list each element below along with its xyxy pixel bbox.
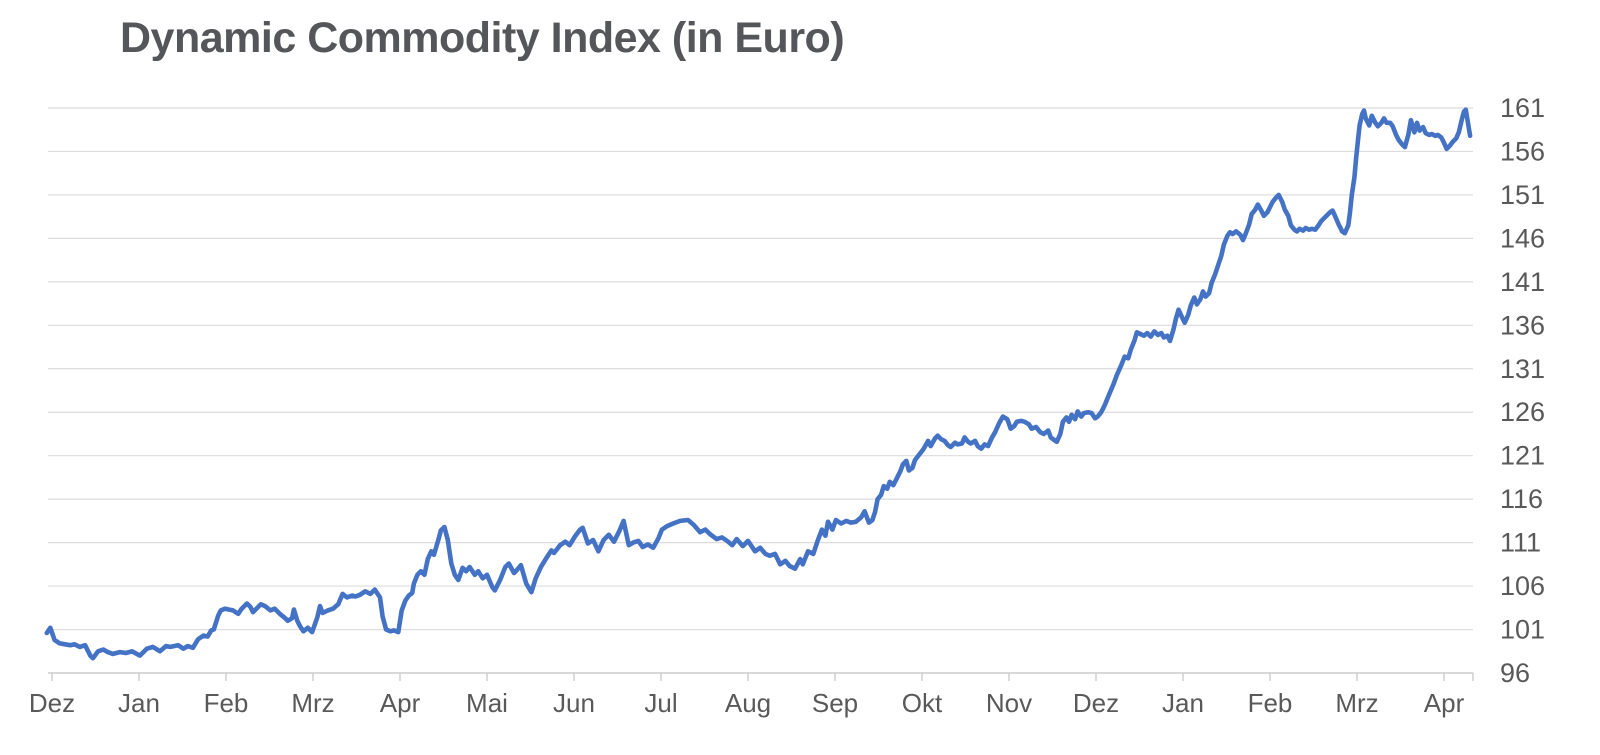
x-axis-label: Jan <box>1162 688 1204 718</box>
x-axis-label: Dez <box>1073 688 1119 718</box>
x-axis-label: Apr <box>380 688 421 718</box>
y-axis-label: 126 <box>1500 397 1545 427</box>
x-axis-label: Feb <box>204 688 249 718</box>
y-axis-label: 136 <box>1500 310 1545 340</box>
x-axis-label: Jan <box>118 688 160 718</box>
y-axis-label: 161 <box>1500 93 1545 123</box>
y-axis-label: 131 <box>1500 354 1545 384</box>
y-axis-label: 111 <box>1500 528 1541 558</box>
x-axis-label: Sep <box>812 688 858 718</box>
x-axis-label: Jun <box>553 688 595 718</box>
chart-title: Dynamic Commodity Index (in Euro) <box>120 14 845 62</box>
x-axis-label: Nov <box>986 688 1032 718</box>
x-axis-label: Dez <box>29 688 75 718</box>
y-axis-label: 116 <box>1500 484 1543 514</box>
y-axis-label: 146 <box>1500 223 1545 253</box>
x-axis-label: Apr <box>1424 688 1465 718</box>
y-axis-label: 101 <box>1500 615 1545 645</box>
y-axis-label: 96 <box>1500 658 1530 688</box>
x-axis-label: Feb <box>1248 688 1293 718</box>
x-axis-label: Jul <box>644 688 677 718</box>
x-axis-label: Okt <box>902 688 943 718</box>
y-axis-label: 151 <box>1500 180 1545 210</box>
x-axis-label: Mai <box>466 688 508 718</box>
y-axis-label: 106 <box>1500 571 1545 601</box>
x-axis-label: Aug <box>725 688 771 718</box>
y-axis-label: 121 <box>1500 441 1545 471</box>
series-line <box>44 107 1473 661</box>
x-axis-label: Mrz <box>291 688 334 718</box>
y-axis-label: 156 <box>1500 136 1545 166</box>
y-axis-label: 141 <box>1500 267 1545 297</box>
x-axis-label: Mrz <box>1335 688 1378 718</box>
